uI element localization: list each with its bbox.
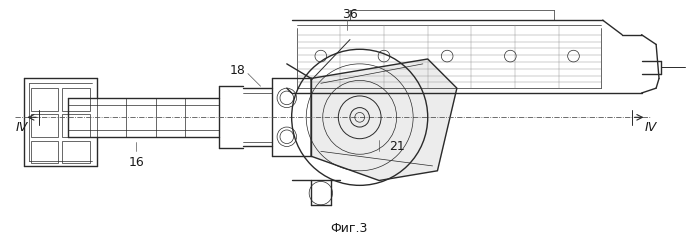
Text: 16: 16 xyxy=(128,156,144,169)
Text: IV: IV xyxy=(15,120,28,134)
Text: 21: 21 xyxy=(389,140,405,153)
Bar xyxy=(62,114,89,137)
Text: 18: 18 xyxy=(230,64,246,77)
Bar xyxy=(31,88,59,110)
Text: Фиг.3: Фиг.3 xyxy=(330,222,368,235)
Text: 36: 36 xyxy=(342,9,358,21)
Bar xyxy=(62,141,89,163)
Bar xyxy=(62,88,89,110)
Polygon shape xyxy=(311,59,457,180)
Text: IV: IV xyxy=(645,120,658,134)
Bar xyxy=(31,141,59,163)
Bar xyxy=(31,114,59,137)
